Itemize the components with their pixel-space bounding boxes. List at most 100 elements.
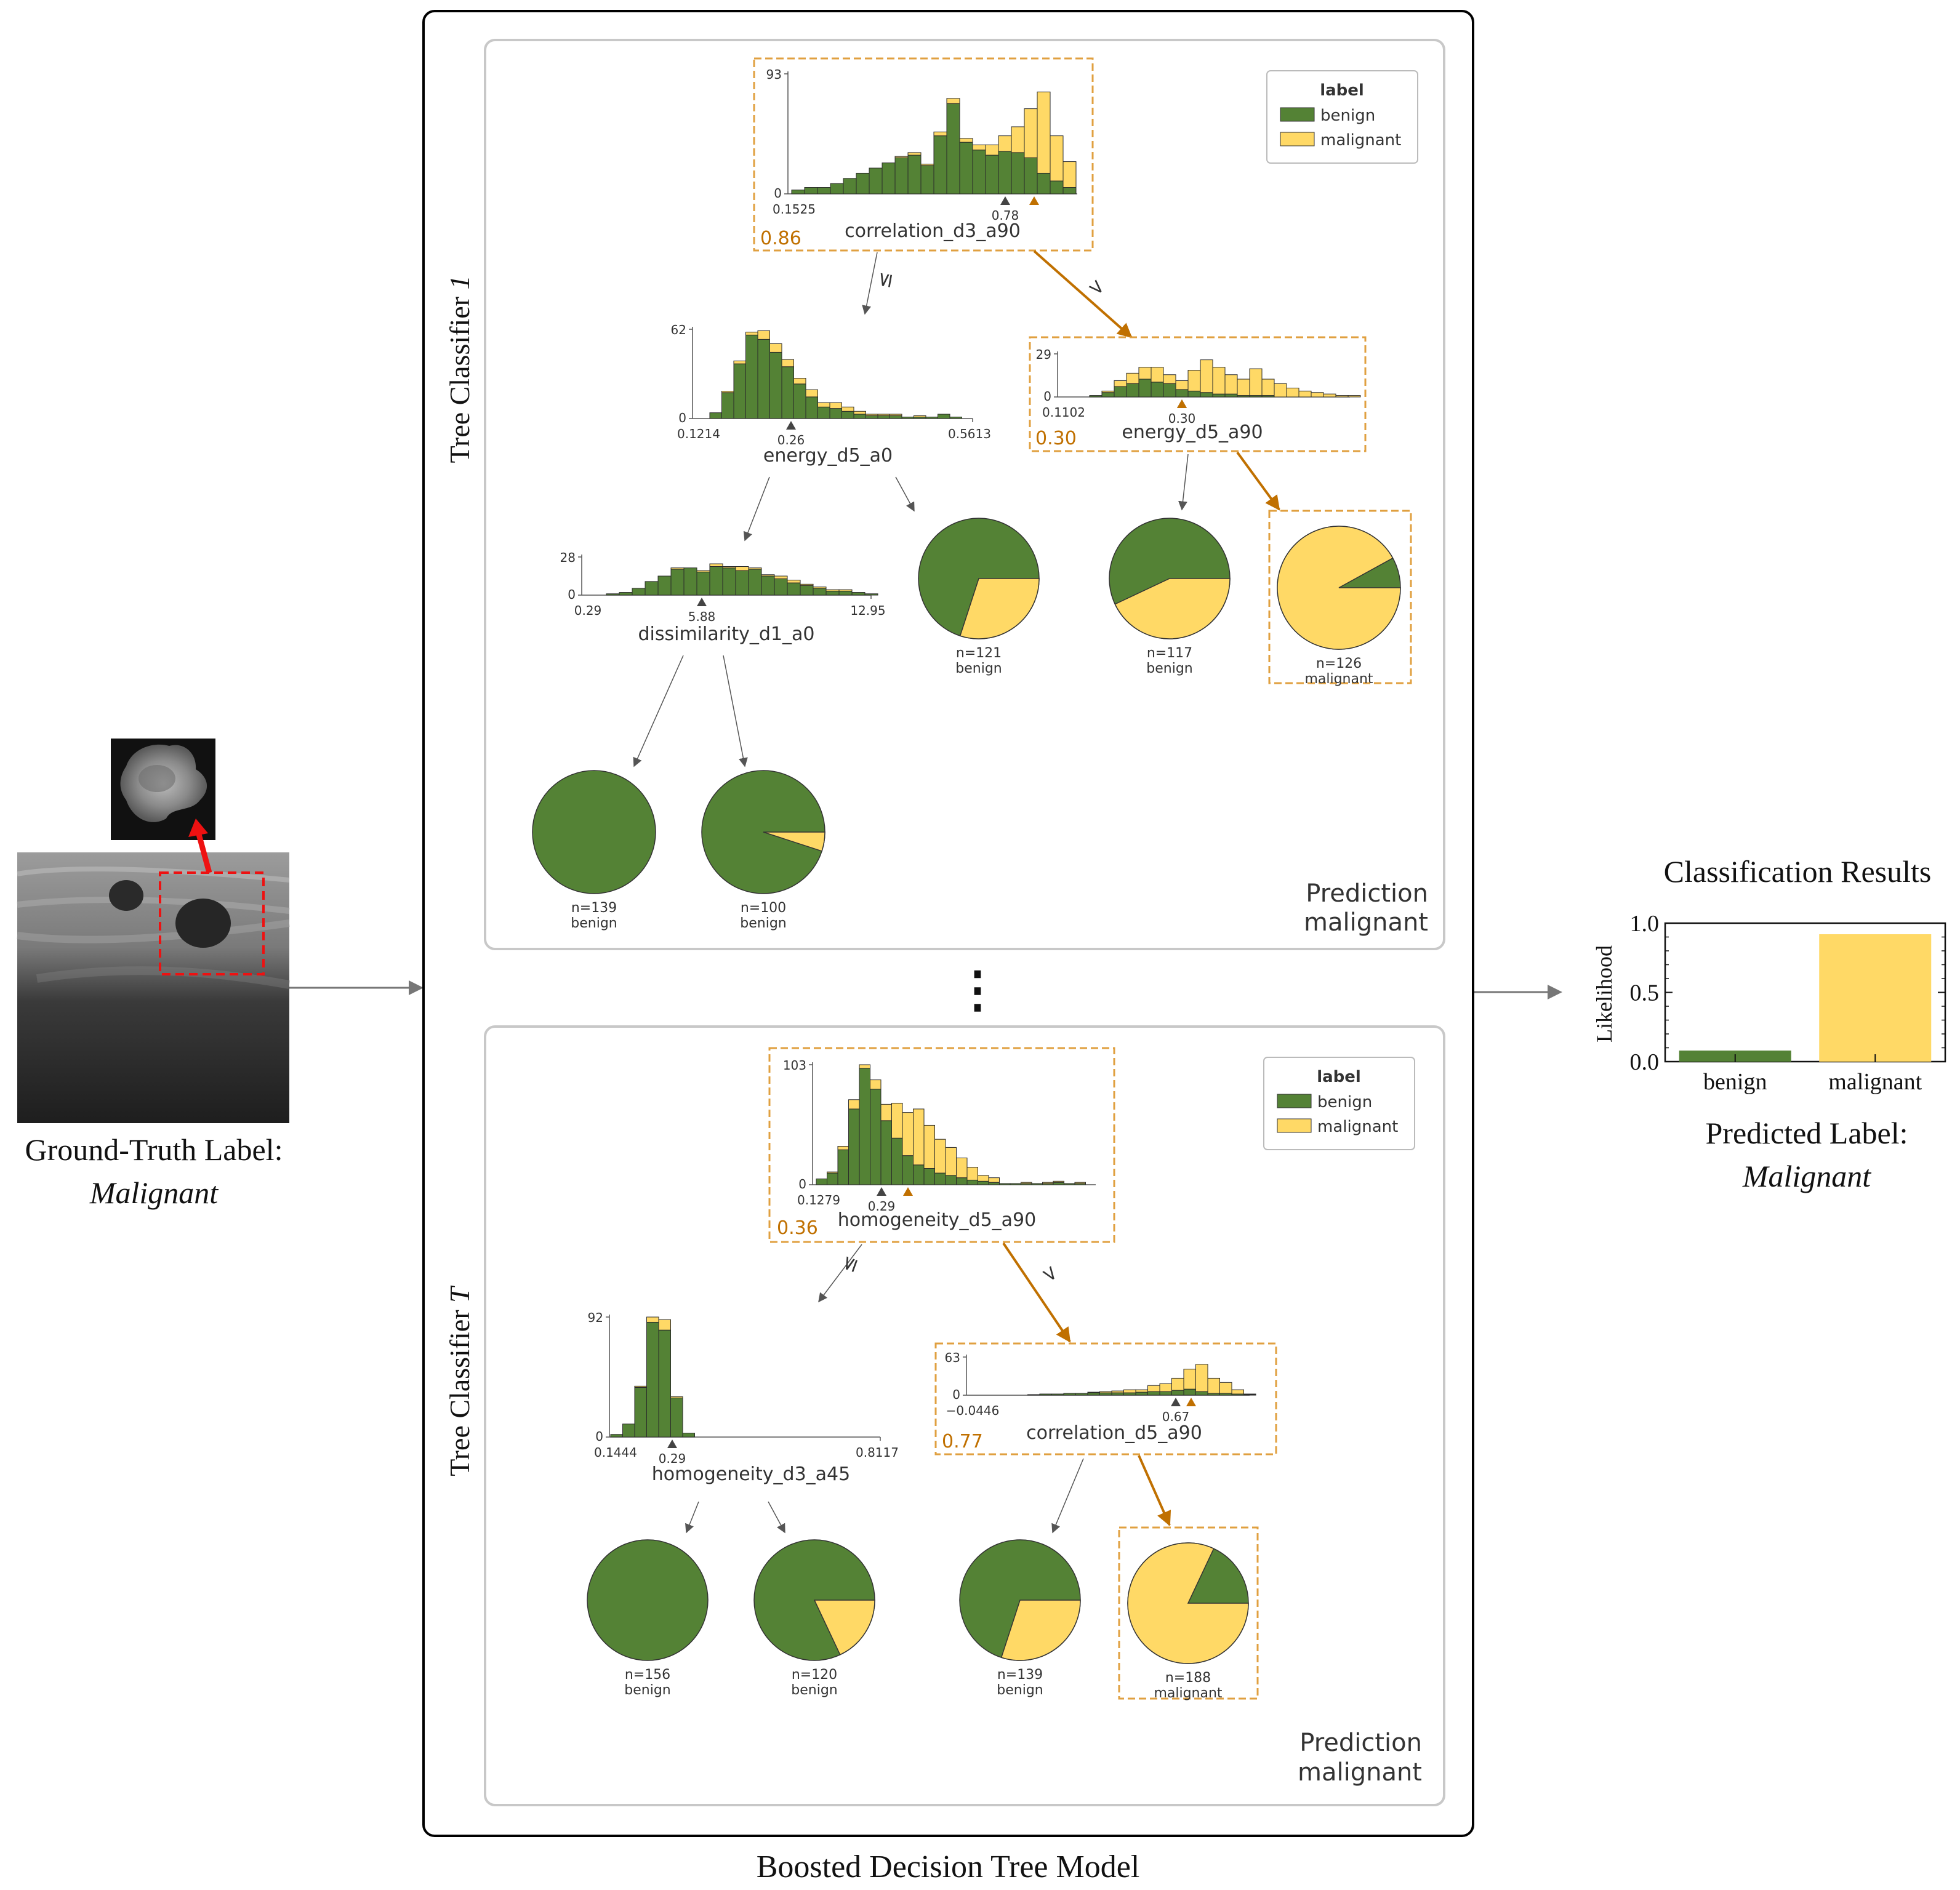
tree-1-root-bar-malignant bbox=[946, 98, 960, 104]
tree-1-right-bar-malignant bbox=[1200, 359, 1213, 393]
tree-1-left-bar-benign bbox=[769, 351, 782, 419]
tree-1-right-bar-benign bbox=[1187, 390, 1201, 398]
tree-T-edge-right bbox=[1002, 1242, 1071, 1343]
tree-T-root-bar-malignant bbox=[859, 1064, 870, 1069]
results-bar-malignant bbox=[1819, 934, 1932, 1062]
tree-1-root-bar-benign bbox=[959, 142, 973, 194]
tree-1-left-bar-malignant bbox=[853, 410, 866, 415]
tree-T-root-bar-malignant bbox=[1021, 1182, 1032, 1184]
tree-1-root-ymin-label: 0 bbox=[774, 186, 782, 201]
tree-1-left-bar-benign bbox=[805, 396, 818, 419]
tree-1-left-bar-malignant bbox=[890, 414, 902, 416]
tree-T-leaf-highlight bbox=[1118, 1526, 1259, 1700]
tree-1-root-bar-malignant bbox=[998, 135, 1012, 152]
tree-1-edge-rl bbox=[1178, 454, 1189, 511]
tree-T-right-bar-malignant bbox=[1147, 1385, 1160, 1392]
tree-1-left-left-split-marker bbox=[697, 598, 707, 606]
tree-1-leaf-5-count: n=100 bbox=[741, 900, 786, 916]
tree-T-edge-ll bbox=[685, 1501, 699, 1534]
tree-T-leaf-1-class: benign bbox=[624, 1683, 670, 1698]
roi-box bbox=[159, 871, 265, 975]
tree-T-root-bar-malignant bbox=[934, 1139, 946, 1174]
tree-T-left-bar-benign bbox=[646, 1321, 659, 1438]
tree-T-root-bar-malignant bbox=[870, 1079, 882, 1090]
tree-1-left-left-bar-malignant bbox=[696, 570, 710, 572]
tree-1-root-feature-label: correlation_d3_a90 bbox=[845, 220, 1021, 242]
results-panel: Classification Results 0.0 0.5 1.0 benign ma… bbox=[1592, 854, 1946, 1193]
tree-1-left-left-bar-benign bbox=[774, 578, 788, 596]
tree-1-left-bar-malignant bbox=[829, 402, 842, 409]
tree-1-root-bar-benign bbox=[843, 178, 857, 194]
tree-T-le-symbol: ≤ bbox=[835, 1252, 863, 1276]
tree-T-leaf-2-malignant-slice bbox=[813, 1600, 875, 1656]
tree-T-right-split-label: 0.67 bbox=[1162, 1409, 1190, 1424]
tree-T-left-feature-label: homogeneity_d3_a45 bbox=[652, 1464, 850, 1485]
tree-1-left-left-bar-malignant bbox=[825, 589, 840, 591]
tree-1-root-bar-malignant bbox=[959, 138, 973, 143]
tree-1-left-left-feature-label: dissimilarity_d1_a0 bbox=[638, 623, 814, 645]
tree-T-root-bar-benign bbox=[891, 1137, 903, 1185]
tree-1-right-bar-benign bbox=[1138, 378, 1152, 398]
tree-1-root-bar-benign bbox=[1062, 187, 1077, 194]
tree-1-left-bar-benign bbox=[721, 392, 734, 419]
tree-1-leaf-4-benign-slice bbox=[532, 770, 656, 894]
tree-T-leaf-4-count: n=188 bbox=[1165, 1670, 1211, 1686]
tree-T-legend-benign: benign bbox=[1317, 1093, 1372, 1111]
tree-T-root-bar-malignant bbox=[956, 1157, 968, 1179]
tree-T-leaf-1-count: n=156 bbox=[625, 1667, 670, 1683]
model-frame bbox=[422, 10, 1474, 1837]
tree-T-edge-lr bbox=[768, 1501, 785, 1534]
tree-T-root-split-marker bbox=[877, 1187, 886, 1196]
tree-T-root-bar-malignant bbox=[902, 1112, 914, 1156]
tree-1-left-left-bar-malignant bbox=[800, 583, 814, 586]
tree-1-root-bar-malignant bbox=[1062, 161, 1077, 188]
tree-1-right-bar-malignant bbox=[1311, 392, 1324, 398]
input-panel: Ground-Truth Label: Malignant bbox=[17, 739, 291, 1210]
tree-T-root-bar-malignant bbox=[827, 1171, 838, 1174]
tree-1-left-left-bar-malignant bbox=[722, 566, 736, 569]
tree-1-left-left-xmax-label: 12.95 bbox=[850, 603, 885, 618]
tree-T-right-bar-malignant bbox=[1231, 1389, 1244, 1395]
tree-1-right-input-value: 0.30 bbox=[1035, 428, 1077, 449]
tree-1-title: Tree Classifier 1 bbox=[444, 276, 475, 463]
tree-1-right-bar-malignant bbox=[1151, 367, 1164, 383]
tree-1-root-bar-benign bbox=[1011, 152, 1025, 194]
tree-1-left-left-bar-benign bbox=[670, 569, 685, 596]
results-chart: 0.0 0.5 1.0 benign malignant bbox=[1630, 911, 1946, 1095]
tree-1-left-left-bar-benign bbox=[761, 575, 775, 596]
tree-T-prediction-label: Prediction bbox=[1299, 1729, 1422, 1757]
tree-T-root-bar-benign bbox=[848, 1108, 860, 1185]
tree-T-left-bar-benign bbox=[634, 1387, 647, 1438]
tree-1-leaf-4-class: benign bbox=[571, 916, 617, 931]
tree-T-right-bar-malignant bbox=[1087, 1391, 1100, 1393]
tree-T-leaf-4-class: malignant bbox=[1154, 1686, 1222, 1701]
tree-1-right-input-marker bbox=[1177, 399, 1187, 408]
tree-1-left-left-bar-malignant bbox=[709, 563, 723, 567]
tree-1-right-bar-malignant bbox=[1126, 372, 1139, 384]
gt-label-line1: Ground-Truth Label: bbox=[25, 1132, 283, 1167]
tree-T-root-bar-malignant bbox=[880, 1103, 892, 1121]
tree-1-left-bar-malignant bbox=[757, 330, 770, 340]
tree-1-root-split-marker bbox=[1000, 196, 1010, 205]
gt-label-line2: Malignant bbox=[89, 1175, 219, 1210]
tree-1-leaf-highlight bbox=[1268, 510, 1412, 684]
tree-1-leaf-1-count: n=121 bbox=[956, 646, 1002, 661]
tree-T-right-input-marker bbox=[1186, 1398, 1196, 1406]
tree-1-root-xmin-label: 0.1525 bbox=[773, 202, 816, 217]
tree-1-prediction-value: malignant bbox=[1304, 908, 1428, 937]
tree-1-legend-title: label bbox=[1320, 81, 1364, 100]
tree-1-left-bar-benign bbox=[949, 417, 962, 419]
tree-T-leaf-4-malignant-slice bbox=[1127, 1542, 1249, 1664]
tree-T-root-bar-benign bbox=[870, 1089, 882, 1185]
tree-T-edge-rr bbox=[1138, 1455, 1171, 1526]
tree-1-left-left-bar-malignant bbox=[787, 580, 801, 583]
tree-1-edge-rr bbox=[1236, 451, 1280, 511]
tree-T-right-highlight bbox=[934, 1342, 1277, 1456]
tree-1-left-left-bar-benign bbox=[632, 588, 646, 596]
tree-T-root-bar-malignant bbox=[837, 1146, 849, 1150]
tree-T-root-bar-benign bbox=[1053, 1182, 1064, 1185]
